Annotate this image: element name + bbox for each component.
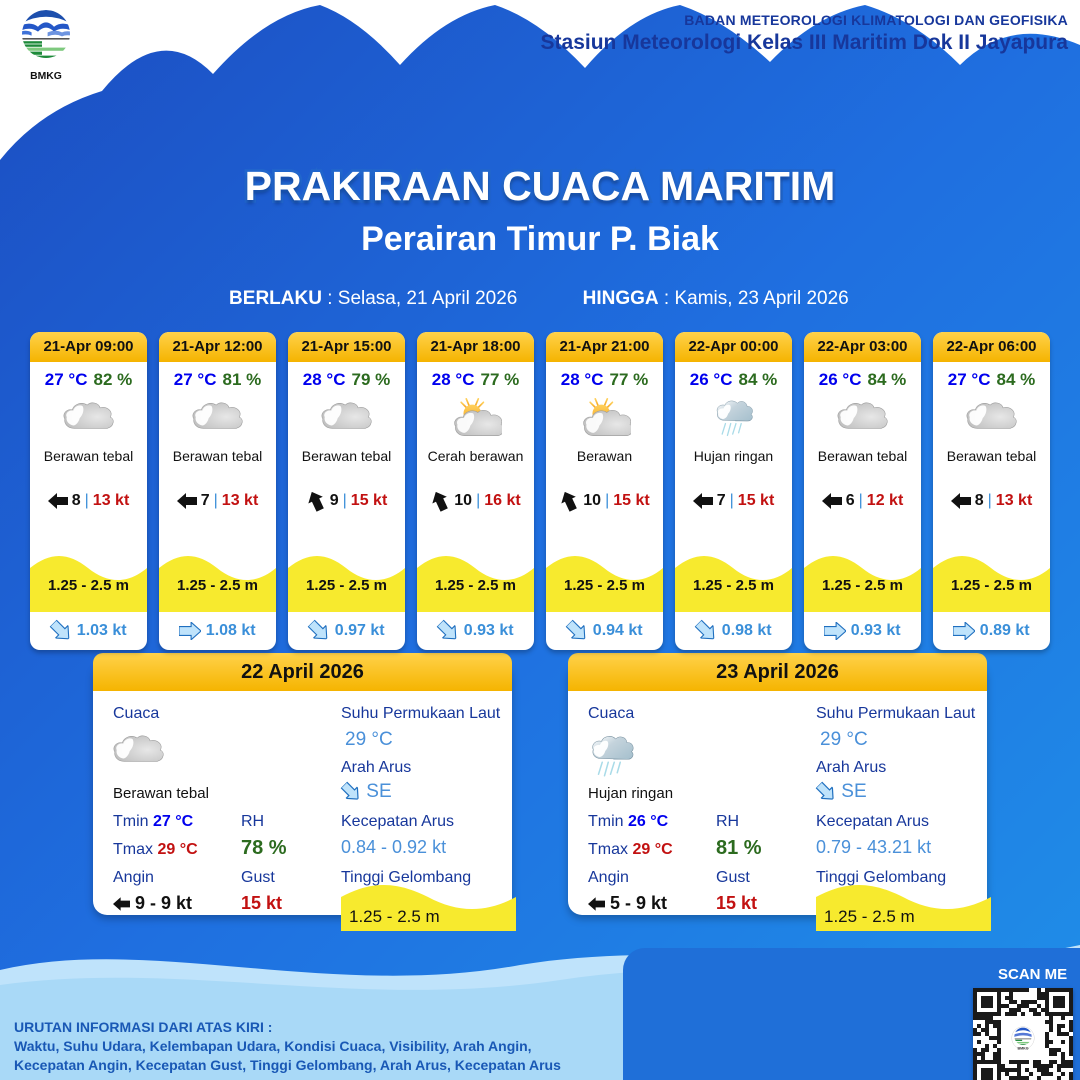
svg-text:BMKG: BMKG xyxy=(1017,1047,1028,1051)
svg-text:BMKG: BMKG xyxy=(30,71,62,82)
